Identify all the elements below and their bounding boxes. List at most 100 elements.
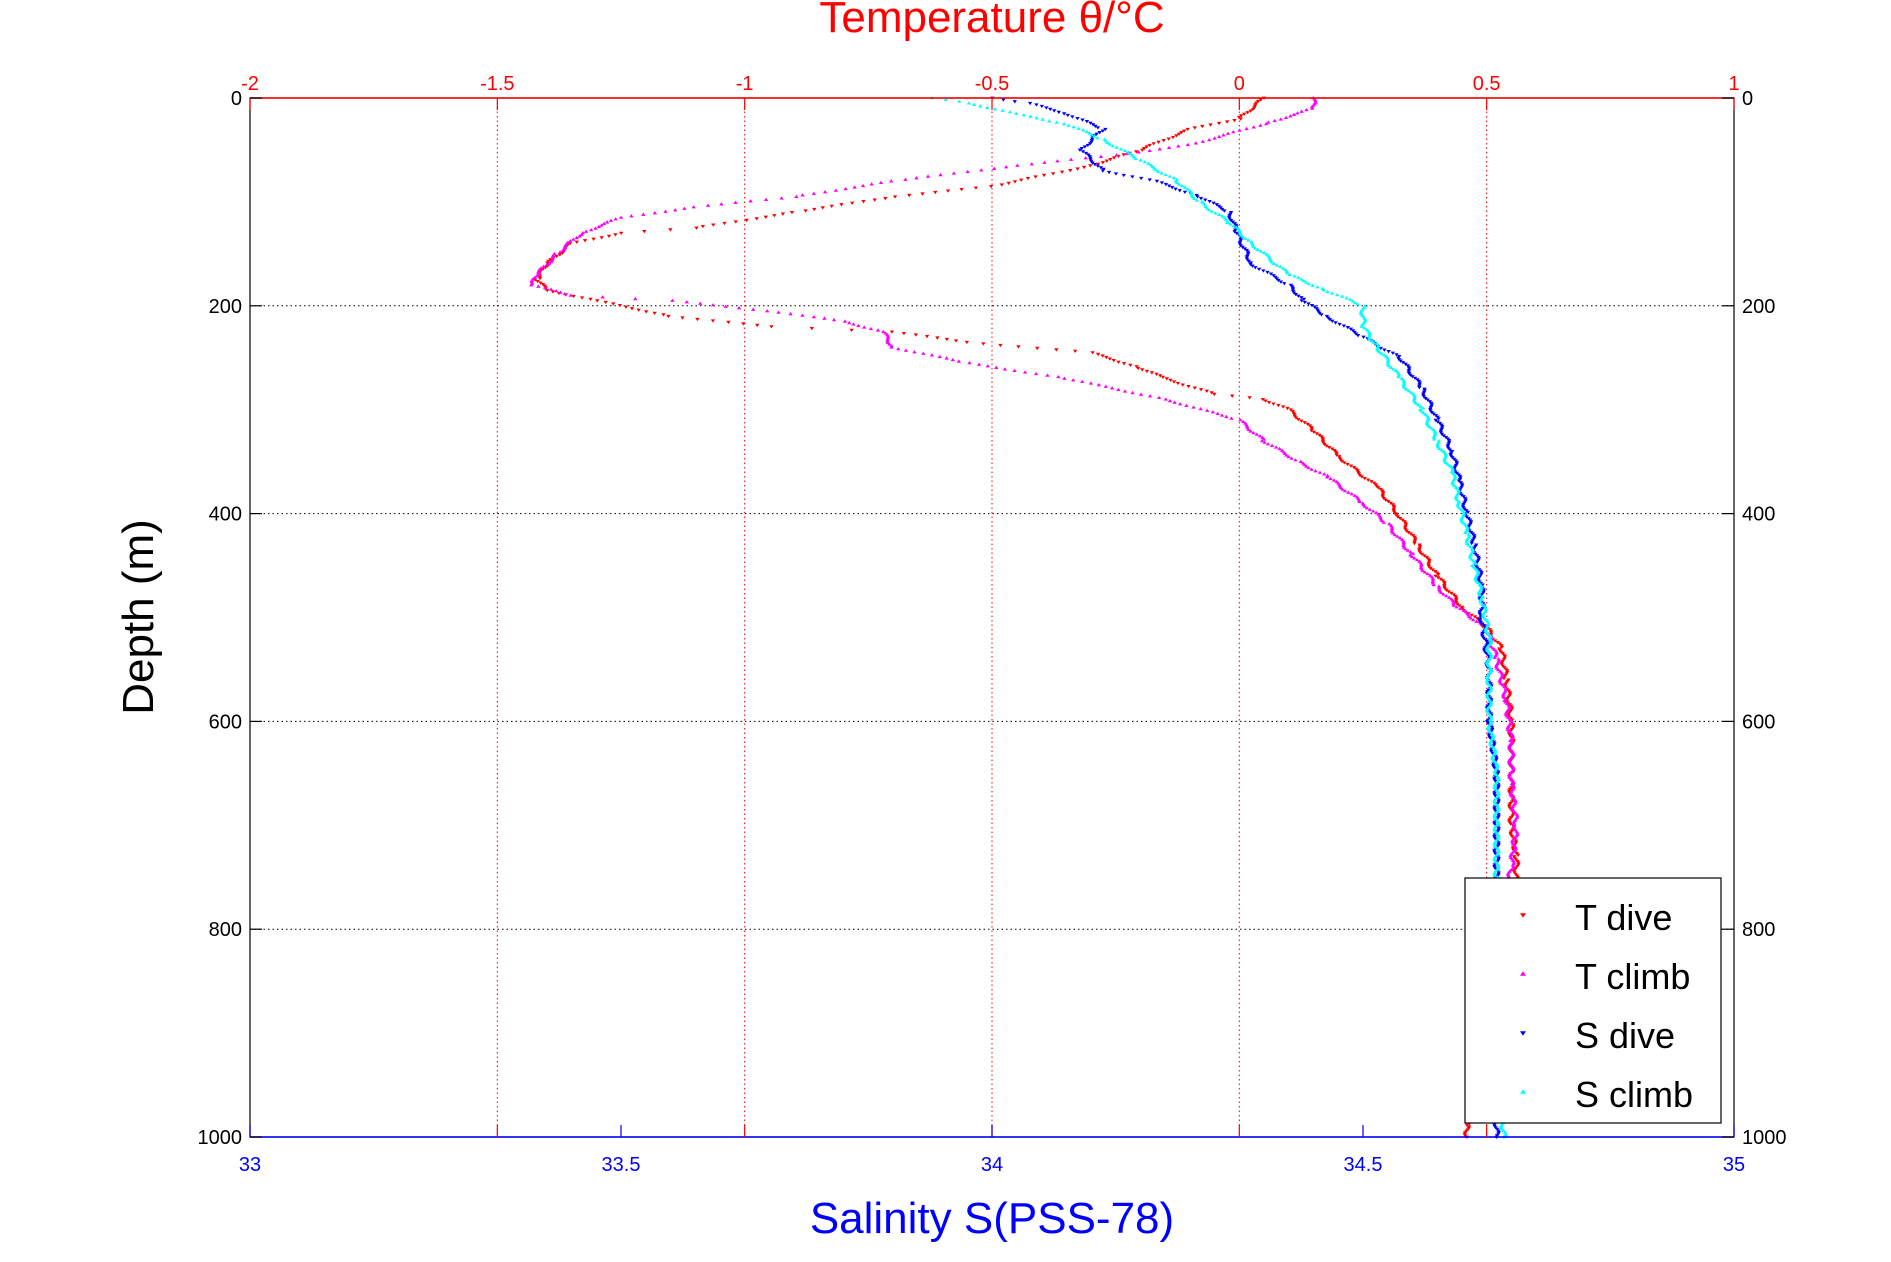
data-point: [1410, 551, 1416, 555]
data-point: [748, 199, 753, 203]
data-point: [1386, 350, 1391, 354]
data-point: [1437, 585, 1442, 590]
data-point: [780, 212, 786, 216]
data-point: [1489, 639, 1494, 643]
data-point: [1337, 322, 1342, 327]
data-point: [1404, 387, 1409, 391]
data-point: [956, 359, 962, 363]
data-point: [1435, 576, 1441, 580]
data-point: [1256, 267, 1262, 272]
y-tick-label-right: 400: [1742, 504, 1775, 526]
data-point: [809, 326, 815, 331]
data-point: [1492, 822, 1497, 826]
data-point: [1511, 750, 1516, 755]
data-point: [603, 300, 608, 305]
data-point: [1461, 510, 1467, 514]
data-point: [1287, 272, 1292, 276]
data-point: [1398, 359, 1403, 363]
legend-label: S dive: [1575, 1015, 1675, 1056]
data-point: [1286, 454, 1291, 459]
data-point: [705, 203, 711, 207]
data-point: [1340, 487, 1345, 491]
data-point: [1169, 186, 1175, 190]
data-point: [736, 306, 742, 310]
data-point: [1298, 459, 1304, 463]
data-point: [976, 362, 982, 366]
data-point: [1355, 334, 1361, 338]
data-point: [663, 209, 668, 213]
data-point: [869, 182, 874, 186]
data-point: [1478, 583, 1484, 588]
data-point: [1184, 403, 1189, 408]
data-point: [1311, 430, 1317, 434]
data-point: [1302, 300, 1308, 305]
data-point: [1371, 340, 1377, 344]
data-point: [1144, 145, 1149, 149]
data-point: [1232, 118, 1237, 123]
data-point: [1180, 383, 1185, 387]
data-point: [885, 337, 890, 341]
data-point: [1389, 528, 1395, 532]
data-point: [1492, 873, 1498, 877]
data-point: [642, 230, 647, 234]
legend-label: T dive: [1575, 897, 1672, 938]
data-point: [557, 253, 563, 257]
data-point: [1140, 368, 1145, 372]
data-point: [892, 195, 898, 199]
data-point: [1258, 249, 1264, 253]
data-point: [1419, 552, 1425, 557]
data-point: [1352, 300, 1358, 305]
data-point: [582, 239, 588, 243]
data-point: [1050, 172, 1056, 176]
data-point: [1238, 233, 1244, 237]
data-point: [1213, 211, 1218, 215]
data-point: [1271, 402, 1276, 406]
data-point: [1430, 576, 1436, 580]
data-point: [1352, 493, 1358, 497]
data-point: [1301, 278, 1306, 283]
data-point: [1511, 766, 1516, 770]
data-point: [1455, 502, 1460, 507]
data-point: [1107, 357, 1113, 361]
data-point: [944, 356, 949, 360]
legend-label: T climb: [1575, 956, 1690, 997]
data-point: [1274, 263, 1280, 267]
data-point: [633, 296, 638, 301]
data-point: [991, 166, 997, 170]
data-point: [1048, 107, 1053, 112]
data-point: [1438, 590, 1444, 595]
data-point: [1394, 353, 1399, 357]
data-point: [1469, 557, 1474, 561]
data-point: [1044, 106, 1049, 110]
data-point: [1212, 392, 1217, 397]
data-point: [1496, 790, 1501, 794]
data-point: [1446, 590, 1451, 594]
data-point: [661, 313, 666, 317]
data-point: [1114, 153, 1119, 157]
data-point: [1342, 489, 1348, 493]
data-point: [1269, 443, 1275, 447]
data-point: [1278, 264, 1283, 269]
data-point: [935, 336, 940, 340]
data-point: [1437, 587, 1442, 591]
top-tick-label: 0: [1234, 73, 1245, 95]
data-point: [1421, 410, 1426, 415]
data-point: [1215, 411, 1220, 416]
data-point: [596, 224, 602, 229]
data-point: [1106, 170, 1112, 175]
data-point: [1075, 167, 1080, 171]
bottom-axis-title: Salinity S(PSS-78): [810, 1194, 1174, 1243]
data-point: [847, 320, 852, 325]
data-point: [1425, 571, 1430, 576]
data-point: [1182, 190, 1188, 195]
y-tick-label-right: 0: [1742, 88, 1753, 110]
data-point: [1496, 848, 1501, 852]
data-point: [613, 233, 618, 237]
data-point: [1331, 478, 1337, 482]
data-point: [1155, 169, 1161, 173]
data-point: [1272, 118, 1277, 123]
data-point: [535, 279, 540, 284]
data-point: [1019, 178, 1024, 182]
data-point: [852, 185, 857, 189]
data-point: [1278, 280, 1284, 284]
